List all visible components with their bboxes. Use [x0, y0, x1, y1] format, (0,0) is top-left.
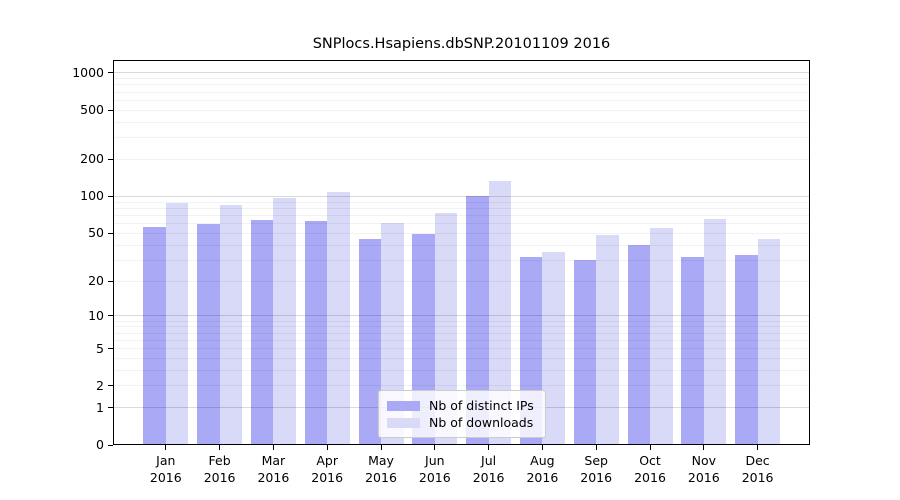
grid-line-minor — [114, 109, 809, 111]
bar-downloads — [434, 213, 458, 445]
x-axis-tick-label: Dec 2016 — [741, 453, 774, 485]
x-axis-tick — [326, 445, 328, 450]
legend: Nb of distinct IPs Nb of downloads — [378, 390, 546, 438]
y-axis-tick — [108, 348, 113, 349]
grid-line-minor — [114, 84, 809, 86]
bar-distinct-ips — [250, 220, 274, 445]
y-axis-tick — [108, 407, 113, 409]
bar-distinct-ips — [466, 196, 489, 445]
x-axis-tick-label: Jul 2016 — [472, 453, 505, 485]
bar-downloads — [596, 235, 619, 445]
grid-line-minor — [114, 121, 809, 123]
bar-distinct-ips — [143, 227, 166, 445]
x-axis-tick-label: Jan 2016 — [149, 453, 182, 485]
grid-line-minor — [114, 137, 809, 139]
bar-distinct-ips — [304, 221, 328, 445]
grid-line-minor — [114, 201, 809, 203]
y-axis-tick-label: 2 — [96, 377, 104, 393]
y-axis-tick — [108, 315, 113, 317]
bar-downloads — [165, 203, 189, 445]
x-axis-tick — [757, 445, 759, 450]
x-axis-tick-label: Oct 2016 — [634, 453, 666, 485]
x-axis-tick — [165, 445, 167, 450]
y-axis-tick — [108, 385, 113, 387]
y-axis-tick-label: 1000 — [72, 64, 104, 80]
y-axis-tick-label: 5 — [96, 340, 104, 356]
y-axis-tick-label: 200 — [80, 151, 104, 167]
legend-swatch-downloads-icon — [387, 417, 420, 428]
bar-downloads — [327, 192, 350, 445]
y-axis-tick — [108, 280, 113, 282]
x-axis-tick — [649, 445, 651, 450]
x-axis-tick-label: Jun 2016 — [418, 453, 451, 485]
grid-line-major — [114, 72, 809, 74]
legend-label-downloads: Nb of downloads — [429, 415, 534, 430]
x-axis-tick-label: Nov 2016 — [687, 453, 720, 485]
y-axis-tick-label: 500 — [80, 102, 104, 118]
y-axis-tick — [108, 232, 113, 234]
bar-distinct-ips — [735, 255, 758, 445]
bar-downloads — [219, 205, 243, 445]
x-axis-tick-label: Feb 2016 — [203, 453, 236, 485]
y-axis-tick-label: 20 — [88, 273, 104, 289]
x-axis-tick — [219, 445, 221, 450]
legend-item-distinct-ips: Nb of distinct IPs — [387, 397, 537, 414]
grid-line-major — [114, 195, 809, 197]
bar-downloads — [757, 238, 781, 445]
x-axis-tick — [541, 445, 543, 450]
x-axis-tick-label: Mar 2016 — [257, 453, 290, 485]
x-axis-tick — [703, 445, 705, 450]
bar-distinct-ips — [681, 256, 704, 445]
grid-line-minor — [114, 99, 809, 101]
bar-distinct-ips — [358, 238, 381, 445]
y-axis-tick — [108, 72, 113, 74]
y-axis-tick-label: 100 — [80, 188, 104, 204]
y-axis-tick — [108, 444, 113, 446]
bar-downloads — [488, 180, 512, 445]
bar-distinct-ips — [573, 260, 597, 445]
bar-distinct-ips — [627, 245, 650, 445]
bar-distinct-ips — [197, 223, 220, 445]
x-axis-tick-label: May 2016 — [365, 453, 397, 485]
bar-downloads — [381, 222, 404, 445]
x-axis-tick — [434, 445, 436, 450]
y-axis-tick-label: 0 — [96, 437, 104, 452]
y-axis-tick-label: 50 — [88, 225, 104, 241]
x-axis-tick-label: Apr 2016 — [311, 453, 344, 485]
y-axis-tick — [108, 109, 113, 111]
legend-swatch-distinct-ips-icon — [387, 400, 420, 411]
legend-label-distinct-ips: Nb of distinct IPs — [429, 398, 534, 413]
y-axis-tick — [108, 195, 113, 197]
y-axis-tick-label: 10 — [88, 307, 104, 323]
y-axis-tick — [108, 158, 113, 160]
x-axis-tick — [272, 445, 274, 450]
chart-title: SNPlocs.Hsapiens.dbSNP.20101109 2016 — [312, 36, 611, 52]
grid-line-minor — [114, 214, 809, 216]
legend-item-downloads: Nb of downloads — [387, 414, 537, 431]
x-axis-tick — [595, 445, 597, 450]
bar-downloads — [273, 197, 296, 445]
y-axis-tick-label: 1 — [96, 399, 104, 415]
x-axis-tick-label: Sep 2016 — [580, 453, 613, 485]
grid-line-minor — [114, 158, 809, 160]
x-axis-tick — [488, 445, 490, 450]
x-axis-tick-label: Aug 2016 — [526, 453, 559, 485]
bar-downloads — [542, 252, 565, 445]
x-axis-tick — [380, 445, 382, 450]
bar-downloads — [703, 218, 727, 445]
bar-downloads — [650, 228, 673, 445]
grid-line-minor — [114, 91, 809, 93]
grid-line-minor — [114, 78, 809, 80]
grid-line-minor — [114, 207, 809, 209]
